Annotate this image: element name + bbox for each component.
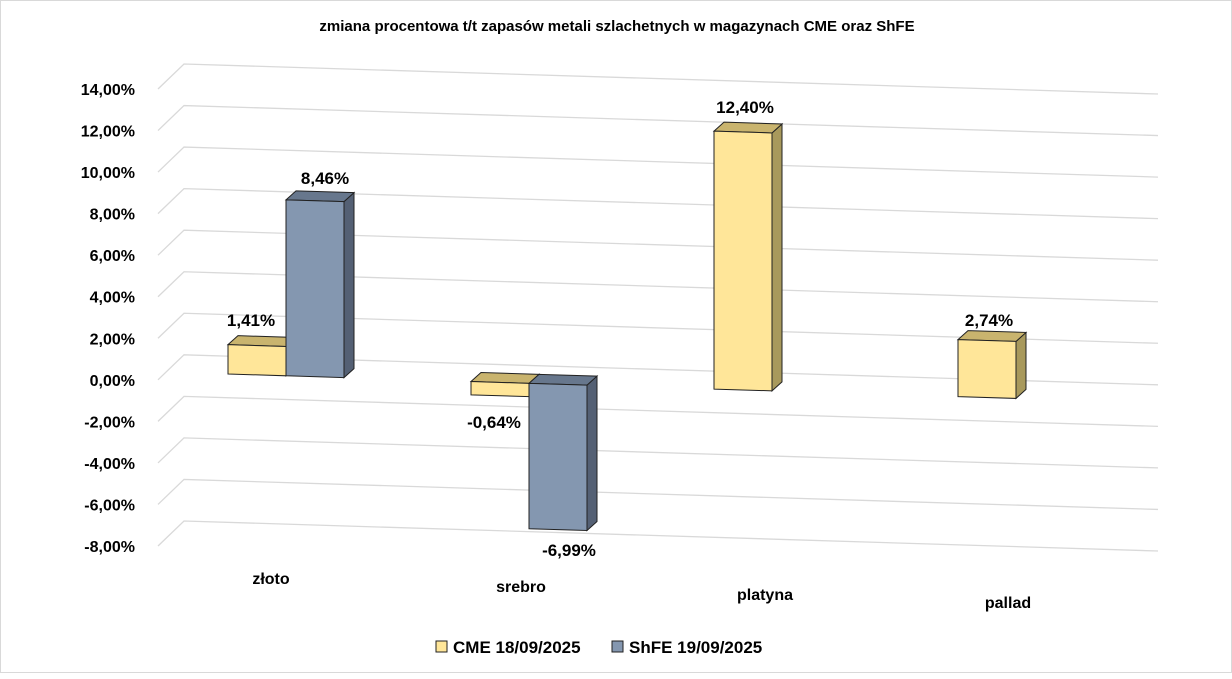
legend-swatch (611, 640, 624, 653)
gridline (157, 104, 1159, 137)
gridline (157, 271, 1159, 303)
y-tick-label: -8,00% (84, 539, 135, 556)
y-tick-label: 4,00% (90, 290, 135, 307)
bar-cme-1: -0,64% (467, 372, 541, 432)
bar-shfe-1: -6,99% (527, 373, 599, 560)
y-tick-label: 10,00% (81, 165, 135, 182)
y-tick-label: 8,00% (90, 207, 135, 224)
gridline (157, 478, 1159, 511)
gridline (157, 187, 1159, 220)
data-label: 2,74% (965, 311, 1013, 330)
gridline (157, 395, 1159, 428)
legend-swatch (435, 640, 448, 653)
gridlines (157, 63, 1159, 552)
y-tick-label: 0,00% (90, 373, 135, 390)
category-label: srebro (496, 579, 546, 596)
y-tick-label: 6,00% (90, 248, 135, 265)
data-label: 8,46% (301, 169, 349, 188)
bar-front-face (227, 344, 287, 377)
data-label: -0,64% (467, 413, 521, 432)
y-tick-label: -2,00% (84, 414, 135, 431)
category-label: platyna (737, 587, 793, 604)
bars: 1,41% -0,64% 12,40% 2,74% 8,46% -6,99% (226, 98, 1028, 560)
legend-label: CME 18/09/2025 (453, 638, 581, 657)
category-label: pallad (985, 595, 1031, 612)
bar-front-face (285, 199, 345, 379)
bar-front-face (957, 339, 1017, 399)
gridline (157, 63, 1159, 95)
gridline (157, 312, 1159, 344)
chart-title: zmiana procentowa t/t zapasów metali szl… (319, 18, 914, 35)
legend-item-cme: CME 18/09/2025 (435, 638, 581, 657)
category-label: złoto (252, 571, 290, 588)
gridline (157, 354, 1159, 386)
bar-shfe-0: 8,46% (284, 169, 356, 379)
y-axis: 14,00% 12,00% 10,00% 8,00% 6,00% 4,00% 2,00% 0,… (81, 82, 135, 556)
y-tick-label: 2,00% (90, 331, 135, 348)
bar-side-face (771, 122, 783, 392)
y-tick-label: -6,00% (84, 497, 135, 514)
y-tick-label: 12,00% (81, 124, 135, 141)
legend-label: ShFE 19/09/2025 (629, 638, 762, 657)
y-tick-label: -4,00% (84, 456, 135, 473)
bar-front-face (713, 130, 773, 392)
bar-front-face (528, 382, 588, 532)
bar-side-face (586, 375, 598, 532)
gridline (157, 146, 1159, 178)
data-label: 12,40% (716, 98, 774, 117)
bar-side-face (1015, 331, 1027, 400)
legend: CME 18/09/2025 ShFE 19/09/2025 (435, 638, 762, 657)
bar-side-face (343, 191, 355, 379)
legend-item-shfe: ShFE 19/09/2025 (611, 638, 762, 657)
data-label: 1,41% (227, 311, 275, 330)
gridline (157, 520, 1159, 552)
bar-cme-2: 12,40% (712, 98, 784, 392)
gridline (157, 437, 1159, 469)
x-axis: złoto srebro platyna pallad (252, 571, 1031, 612)
gridline (157, 229, 1159, 261)
y-tick-label: 14,00% (81, 82, 135, 99)
bar-front-face (470, 381, 530, 398)
bar-cme-3: 2,74% (956, 311, 1028, 400)
data-label: -6,99% (542, 541, 596, 560)
